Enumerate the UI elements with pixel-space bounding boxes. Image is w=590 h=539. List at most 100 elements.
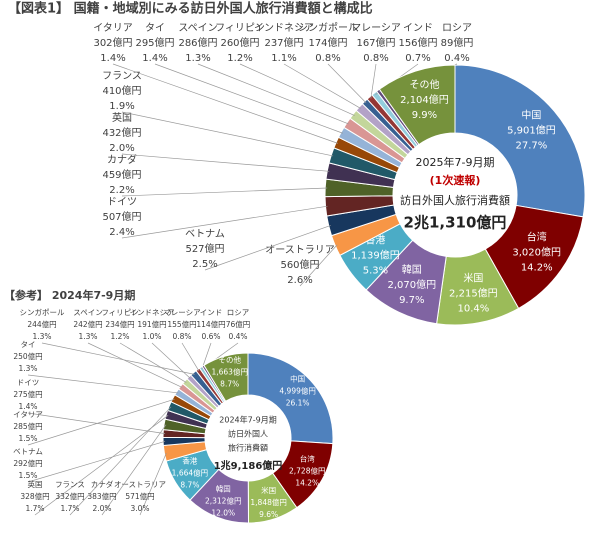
value-label: 2,104億円 [400, 93, 449, 106]
center-text: 2024年7-9月期 [219, 415, 276, 425]
slice-name: フランス [55, 480, 85, 489]
percent-label: 12.0% [211, 508, 235, 517]
percent-label: 2.5% [192, 259, 217, 270]
leader-line [27, 374, 179, 394]
chart-title: 【図表1】 国籍・地域別にみる訪日外国人旅行消費額と構成比 [8, 1, 373, 17]
slice-name: 英国 [112, 111, 132, 124]
percent-label: 1.3% [78, 332, 97, 341]
value-label: 383億円 [87, 491, 116, 501]
donut-slice [203, 352, 249, 402]
slice-name: インドネシア [254, 22, 314, 34]
percent-label: 1.0% [142, 332, 161, 341]
slice-name: その他 [409, 78, 439, 91]
leader-line [283, 63, 361, 109]
leader-line [121, 111, 334, 157]
percent-label: 2.4% [109, 227, 134, 238]
percent-label: 1.2% [110, 332, 129, 341]
slice-name: 香港 [182, 455, 197, 465]
value-label: 5,901億円 [507, 124, 556, 137]
value-label: 302億円 [93, 36, 132, 49]
slice-name: スペイン [178, 23, 217, 34]
value-label: 191億円 [137, 319, 166, 329]
value-label: 295億円 [135, 36, 174, 49]
value-label: 432億円 [102, 126, 141, 139]
slice-name: 米国 [261, 485, 276, 495]
value-label: 3,020億円 [512, 246, 561, 259]
leader-line [139, 452, 167, 516]
slice-name: オーストラリア [114, 480, 166, 489]
slice-name: タイ [145, 22, 165, 34]
percent-label: 0.8% [172, 332, 191, 341]
center-text: 1兆9,186億円 [214, 459, 283, 472]
donut-slice [247, 352, 334, 445]
slice-name: シンガポール [298, 22, 358, 34]
value-label: 292億円 [13, 458, 42, 468]
percent-label: 1.5% [18, 471, 37, 480]
slice-name: オーストラリア [265, 244, 335, 256]
slice-name: 韓国 [216, 483, 231, 493]
leader-line [154, 63, 343, 134]
slice-name: 中国 [521, 109, 541, 122]
slice-name: 英国 [28, 479, 43, 489]
leader-line [69, 406, 172, 516]
percent-label: 5.3% [363, 266, 388, 277]
percent-label: 26.1% [286, 399, 310, 408]
percent-label: 1.3% [18, 364, 37, 373]
value-label: 459億円 [102, 168, 141, 181]
percent-label: 2.0% [109, 143, 134, 154]
percent-label: 14.2% [295, 478, 319, 487]
center-text: 訪日外国人旅行消費額 [400, 193, 510, 207]
slice-name: マレーシア [163, 308, 200, 317]
value-label: 571億円 [125, 491, 154, 501]
value-label: 114億円 [196, 319, 225, 329]
slice-name: 台湾 [527, 231, 547, 244]
value-label: 4,999億円 [279, 386, 315, 396]
slice-name: フィリピン [215, 22, 265, 34]
percent-label: 8.7% [180, 480, 199, 489]
percent-label: 1.9% [109, 101, 134, 112]
percent-label: 1.1% [271, 53, 296, 64]
percent-label: 1.7% [25, 504, 44, 513]
value-label: 2,070億円 [387, 278, 436, 291]
percent-label: 2.0% [92, 504, 111, 513]
value-label: 234億円 [105, 319, 134, 329]
donut-slice [454, 64, 586, 218]
percent-label: 0.7% [405, 53, 430, 64]
value-label: 410億円 [102, 84, 141, 97]
value-label: 167億円 [356, 36, 395, 49]
percent-label: 1.4% [100, 53, 125, 64]
percent-label: 1.3% [32, 332, 51, 341]
value-label: 285億円 [13, 421, 42, 431]
value-label: 1,664億円 [172, 467, 208, 477]
value-label: 275億円 [13, 389, 42, 399]
percent-label: 10.4% [457, 303, 489, 314]
leader-line [327, 63, 367, 104]
slice-name: フィリピン [101, 308, 138, 317]
percent-label: 1.3% [185, 53, 210, 64]
slice-name: その他 [218, 355, 241, 365]
leader-line [27, 440, 166, 483]
percent-label: 1.4% [18, 402, 37, 411]
leader-line [204, 225, 331, 271]
value-label: 155億円 [167, 319, 196, 329]
slice-name: 米国 [463, 271, 483, 284]
percent-label: 0.6% [201, 332, 220, 341]
percent-label: 1.4% [142, 53, 167, 64]
leader-line [181, 342, 200, 372]
leader-line [151, 342, 191, 379]
value-label: 250億円 [13, 351, 42, 361]
slice-name: ベトナム [13, 447, 43, 456]
percent-label: 0.8% [363, 53, 388, 64]
value-label: 156億円 [398, 36, 437, 49]
center-text: 2兆1,310億円 [404, 214, 507, 232]
chart-title: 【参考】 2024年7-9月期 [4, 288, 135, 302]
leader-line [119, 342, 187, 383]
value-label: 242億円 [73, 319, 102, 329]
percent-label: 2.2% [109, 185, 134, 196]
leader-line [121, 205, 328, 239]
value-label: 286億円 [178, 36, 217, 49]
value-label: 1,139億円 [351, 249, 400, 262]
slice-name: 韓国 [402, 264, 422, 276]
value-label: 560億円 [280, 258, 319, 271]
